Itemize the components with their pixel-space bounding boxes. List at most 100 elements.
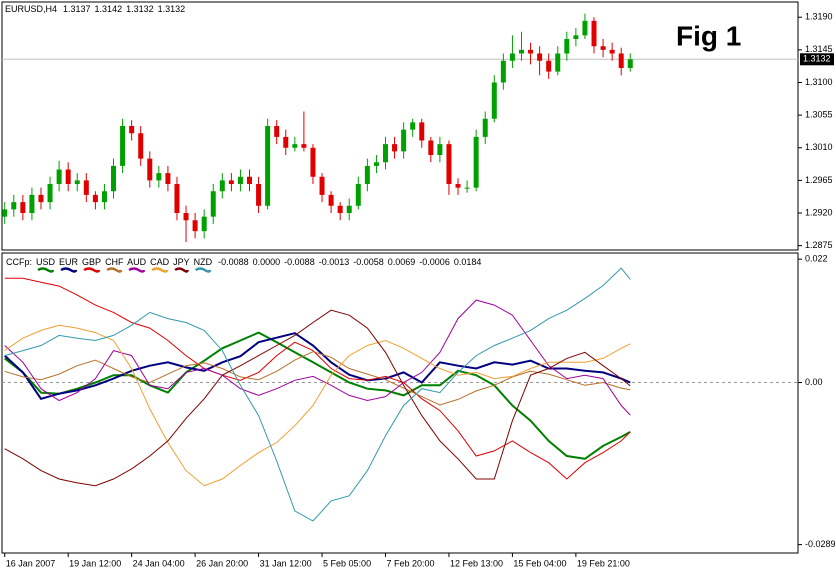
candle-body [437,144,443,156]
series-line [4,351,631,406]
y-tick-label: 1.2920 [805,207,833,217]
candle-body [228,180,234,185]
legend-name: AUD [127,257,147,267]
series-line [4,324,631,487]
x-tick-label: 5 Feb 05:00 [323,558,371,568]
legend-name: NZD [194,257,213,267]
y-tick-label: 1.3100 [805,77,833,87]
candle-body [491,82,497,119]
candle-body [482,118,488,137]
symbol: EURUSD,H4 [5,4,57,14]
candle-body [355,184,361,206]
candle-body [500,60,506,83]
candle-body [537,53,543,61]
candle-body [419,122,425,141]
candle-body [38,194,44,203]
last-price-box [800,53,834,66]
candle-body [74,180,80,185]
candle-body [56,169,62,185]
candle-body [410,122,416,130]
candle-body [609,49,615,54]
series-line [4,332,631,400]
candle-body [292,144,298,148]
indicator-panel [1,252,799,554]
series-line [4,299,631,416]
candle-body [47,184,53,203]
y-tick-label: 1.2965 [805,175,833,185]
candle-body [2,209,8,217]
candle-body [265,126,271,206]
candle-body [274,126,280,137]
legend-swatch [60,267,78,273]
candle-body [138,133,144,159]
candle-body [382,144,388,163]
candle-body [156,173,162,181]
header-value: 1.3132 [126,4,154,14]
candle-body [310,147,316,177]
legend-value: -0.0088 [218,257,249,267]
y-tick-label: 1.2875 [805,240,833,250]
candle-body [618,53,624,68]
legend-name: CAD [150,257,170,267]
legend-swatch [194,267,212,273]
legend: CCFp: USD EUR GBP CHF AUD CAD JPY NZD -0.0088 0.00… [6,257,481,267]
x-tick-label: 12 Feb 13:00 [450,558,503,568]
candle-body [582,20,588,36]
chart-title: Fig 1 [676,20,741,51]
legend-value: -0.0088 [284,257,315,267]
legend-swatch [151,267,169,273]
legend-value: 0.0184 [454,257,482,267]
candle-body [373,162,379,166]
legend-name: JPY [173,257,190,267]
candle-body [29,194,35,214]
x-tick-label: 26 Jan 20:00 [196,558,248,568]
candle-body [192,220,198,232]
series-line [4,309,631,487]
candle-body [201,216,207,232]
header-value: 1.3142 [95,4,123,14]
candle-body [473,136,479,188]
header-value: 1.3132 [158,4,186,14]
y-tick-label: 1.3145 [805,44,833,54]
candle-body [546,60,552,72]
legend-swatch [37,267,55,273]
candle-body [627,59,633,68]
legend-value: -0.0058 [353,257,384,267]
legend-name: GBP [82,257,101,267]
candle-body [446,144,452,185]
x-tick-label: 15 Feb 04:00 [513,558,566,568]
y-tick-label: 1.3010 [805,142,833,152]
candle-body [328,194,334,206]
candle-body [555,53,561,72]
candle-body [509,53,515,61]
candle-body [111,165,117,192]
candle-body [346,205,352,214]
y-tick-label: -0.0289 [805,539,836,549]
legend-name: CHF [105,257,124,267]
candle-body [247,176,253,185]
x-tick-label: 19 Feb 21:00 [577,558,630,568]
legend-value: -0.0006 [419,257,450,267]
candle-body [600,46,606,50]
y-tick-label: 1.3190 [805,12,833,22]
candle-body [237,176,243,185]
legend-swatch [83,267,101,273]
chart-header: EURUSD,H4 1.3137 1.3142 1.3132 1.3132 [5,4,185,14]
candle-body [464,187,470,189]
candle-body [564,38,570,54]
candle-body [92,194,98,203]
legend-value: 0.0000 [253,257,281,267]
candle-body [573,35,579,39]
header-value: 1.3137 [63,4,91,14]
candle-body [256,184,262,206]
candle-body [337,205,343,214]
series-line [4,277,631,480]
candle-body [401,129,407,152]
candle-body [455,184,461,188]
candle-body [101,191,107,203]
candle-body [301,144,307,148]
candle-body [591,20,597,47]
x-tick-label: 31 Jan 12:00 [260,558,312,568]
